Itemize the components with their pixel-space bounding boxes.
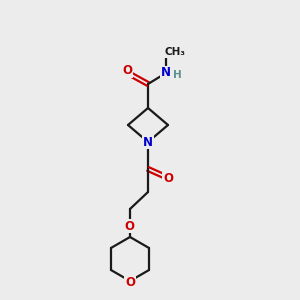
Text: N: N — [143, 136, 153, 148]
Text: O: O — [124, 220, 134, 232]
Text: H: H — [172, 70, 182, 80]
Text: CH₃: CH₃ — [164, 47, 185, 57]
Text: N: N — [161, 67, 171, 80]
Text: O: O — [125, 275, 135, 289]
Text: O: O — [122, 64, 132, 77]
Text: O: O — [163, 172, 173, 184]
